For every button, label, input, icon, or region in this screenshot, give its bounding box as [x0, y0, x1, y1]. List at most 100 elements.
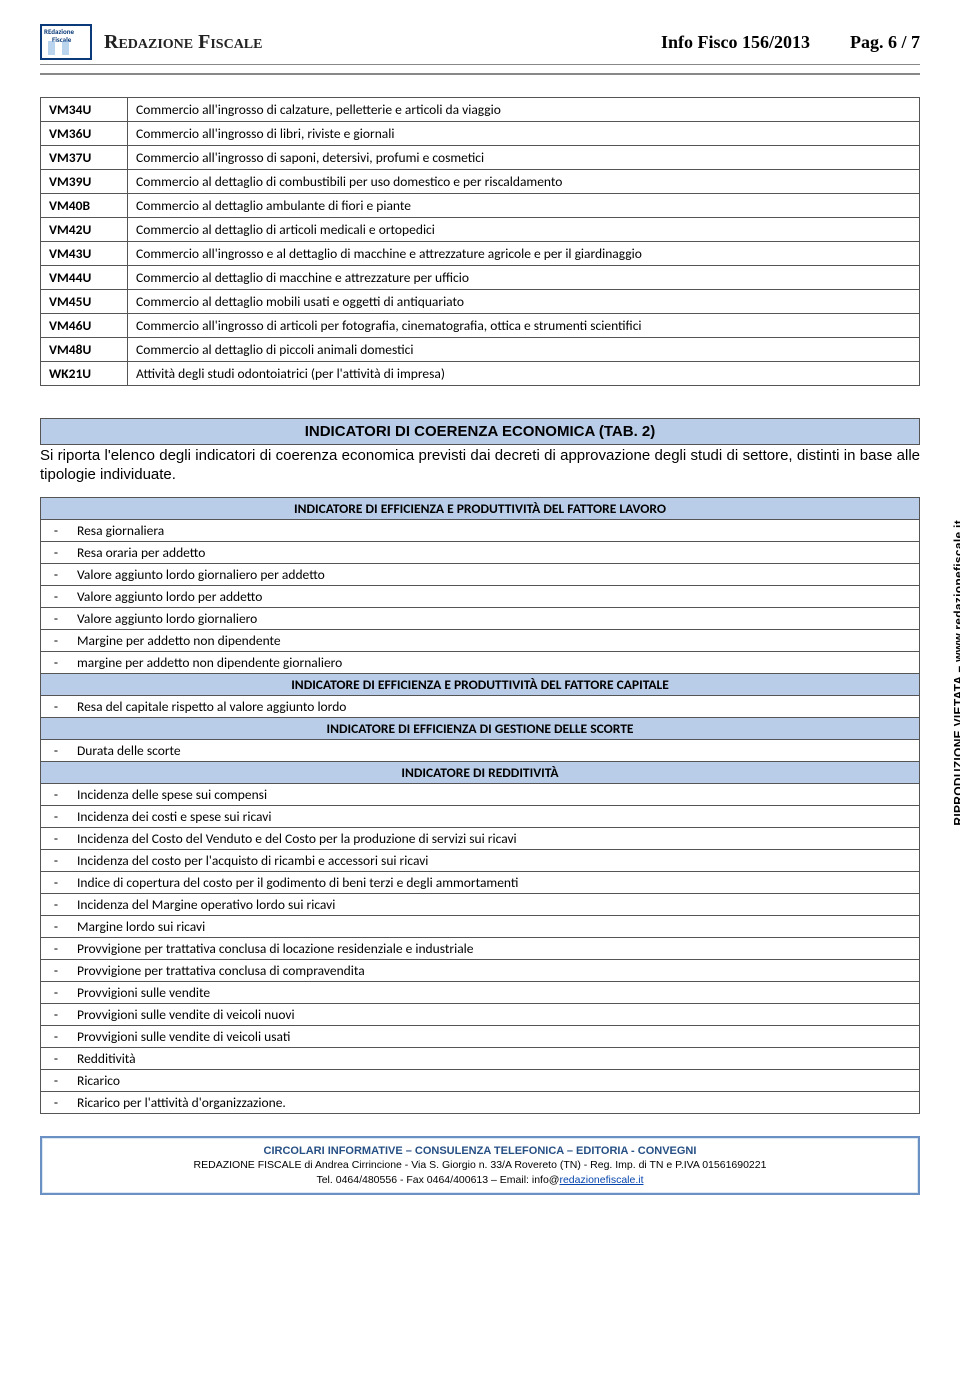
- list-item: -Incidenza del Costo del Venduto e del C…: [41, 827, 920, 849]
- desc-cell: Commercio al dettaglio di articoli medic…: [128, 218, 920, 242]
- desc-cell: Commercio all'ingrosso di calzature, pel…: [128, 98, 920, 122]
- list-item: -Resa del capitale rispetto al valore ag…: [41, 695, 920, 717]
- indicators-table: INDICATORE DI EFFICIENZA E PRODUTTIVITÀ …: [40, 497, 920, 1114]
- list-item: -Redditività: [41, 1047, 920, 1069]
- item-cell: margine per addetto non dipendente giorn…: [71, 651, 920, 673]
- item-cell: Indice di copertura del costo per il god…: [71, 871, 920, 893]
- list-item: -Provvigioni sulle vendite di veicoli nu…: [41, 1003, 920, 1025]
- item-cell: Margine per addetto non dipendente: [71, 629, 920, 651]
- dash-cell: -: [41, 1047, 72, 1069]
- table-row: VM45UCommercio al dettaglio mobili usati…: [41, 290, 920, 314]
- section-heading: INDICATORI DI COERENZA ECONOMICA (TAB. 2…: [40, 418, 920, 445]
- item-cell: Incidenza dei costi e spese sui ricavi: [71, 805, 920, 827]
- table-row: VM37UCommercio all'ingrosso di saponi, d…: [41, 146, 920, 170]
- desc-cell: Commercio al dettaglio ambulante di fior…: [128, 194, 920, 218]
- table-row: VM43UCommercio all'ingrosso e al dettagl…: [41, 242, 920, 266]
- dash-cell: -: [41, 783, 72, 805]
- desc-cell: Commercio al dettaglio di piccoli animal…: [128, 338, 920, 362]
- code-cell: VM46U: [41, 314, 128, 338]
- page-number: Pag. 6 / 7: [850, 32, 920, 53]
- dash-cell: -: [41, 563, 72, 585]
- dash-cell: -: [41, 607, 72, 629]
- dash-cell: -: [41, 1025, 72, 1047]
- table-row: VM42UCommercio al dettaglio di articoli …: [41, 218, 920, 242]
- dash-cell: -: [41, 629, 72, 651]
- item-cell: Incidenza del Costo del Venduto e del Co…: [71, 827, 920, 849]
- footer-line2: REDAZIONE FISCALE di Andrea Cirrincione …: [52, 1158, 908, 1172]
- issue-label: Info Fisco 156/2013: [661, 32, 810, 53]
- brand-title: Redazione Fiscale: [104, 31, 262, 54]
- item-cell: Provvigioni sulle vendite di veicoli usa…: [71, 1025, 920, 1047]
- code-cell: VM48U: [41, 338, 128, 362]
- item-cell: Provvigione per trattativa conclusa di l…: [71, 937, 920, 959]
- dash-cell: -: [41, 915, 72, 937]
- table-row: VM46UCommercio all'ingrosso di articoli …: [41, 314, 920, 338]
- header-divider: [40, 73, 920, 75]
- dash-cell: -: [41, 695, 72, 717]
- desc-cell: Commercio al dettaglio di macchine e att…: [128, 266, 920, 290]
- list-item: -Margine lordo sui ricavi: [41, 915, 920, 937]
- dash-cell: -: [41, 585, 72, 607]
- footer-line3: Tel. 0464/480556 - Fax 0464/400613 – Ema…: [52, 1173, 908, 1187]
- list-item: -Incidenza del Margine operativo lordo s…: [41, 893, 920, 915]
- page-header: REdazione Fiscale Redazione Fiscale Info…: [40, 24, 920, 65]
- list-item: -Durata delle scorte: [41, 739, 920, 761]
- code-cell: VM42U: [41, 218, 128, 242]
- section-intro: Si riporta l'elenco degli indicatori di …: [40, 447, 920, 485]
- list-item: -Valore aggiunto lordo giornaliero per a…: [41, 563, 920, 585]
- table-row: WK21UAttività degli studi odontoiatrici …: [41, 362, 920, 386]
- list-item: -Ricarico: [41, 1069, 920, 1091]
- dash-cell: -: [41, 959, 72, 981]
- dash-cell: -: [41, 893, 72, 915]
- list-item: -Resa oraria per addetto: [41, 541, 920, 563]
- code-cell: VM39U: [41, 170, 128, 194]
- dash-cell: -: [41, 541, 72, 563]
- item-cell: Resa del capitale rispetto al valore agg…: [71, 695, 920, 717]
- list-item: -Provvigioni sulle vendite: [41, 981, 920, 1003]
- item-cell: Resa giornaliera: [71, 519, 920, 541]
- list-item: -Ricarico per l'attività d'organizzazion…: [41, 1091, 920, 1113]
- list-item: -Valore aggiunto lordo giornaliero: [41, 607, 920, 629]
- dash-cell: -: [41, 1091, 72, 1113]
- table-row: VM36UCommercio all'ingrosso di libri, ri…: [41, 122, 920, 146]
- code-cell: VM43U: [41, 242, 128, 266]
- footer-email-link[interactable]: redazionefiscale.it: [559, 1174, 643, 1186]
- list-item: -Provvigione per trattativa conclusa di …: [41, 937, 920, 959]
- code-cell: VM37U: [41, 146, 128, 170]
- dash-cell: -: [41, 827, 72, 849]
- dash-cell: -: [41, 805, 72, 827]
- item-cell: Incidenza del costo per l'acquisto di ri…: [71, 849, 920, 871]
- item-cell: Ricarico per l'attività d'organizzazione…: [71, 1091, 920, 1113]
- code-cell: WK21U: [41, 362, 128, 386]
- dash-cell: -: [41, 849, 72, 871]
- list-item: -Provvigioni sulle vendite di veicoli us…: [41, 1025, 920, 1047]
- item-cell: Valore aggiunto lordo giornaliero per ad…: [71, 563, 920, 585]
- table-row: VM48UCommercio al dettaglio di piccoli a…: [41, 338, 920, 362]
- indicator-group-header: INDICATORE DI EFFICIENZA DI GESTIONE DEL…: [41, 717, 920, 739]
- item-cell: Valore aggiunto lordo giornaliero: [71, 607, 920, 629]
- list-item: -Margine per addetto non dipendente: [41, 629, 920, 651]
- item-cell: Valore aggiunto lordo per addetto: [71, 585, 920, 607]
- indicator-group-header: INDICATORE DI EFFICIENZA E PRODUTTIVITÀ …: [41, 497, 920, 519]
- item-cell: Incidenza delle spese sui compensi: [71, 783, 920, 805]
- codes-table: VM34UCommercio all'ingrosso di calzature…: [40, 97, 920, 386]
- table-row: VM39UCommercio al dettaglio di combustib…: [41, 170, 920, 194]
- side-copyright: RIPRODUZIONE VIETATA – www.redazionefisc…: [952, 520, 960, 826]
- dash-cell: -: [41, 937, 72, 959]
- brand-logo: REdazione Fiscale: [40, 24, 92, 60]
- item-cell: Durata delle scorte: [71, 739, 920, 761]
- desc-cell: Attività degli studi odontoiatrici (per …: [128, 362, 920, 386]
- dash-cell: -: [41, 871, 72, 893]
- item-cell: Provvigioni sulle vendite: [71, 981, 920, 1003]
- list-item: -Incidenza dei costi e spese sui ricavi: [41, 805, 920, 827]
- desc-cell: Commercio al dettaglio mobili usati e og…: [128, 290, 920, 314]
- list-item: -Incidenza delle spese sui compensi: [41, 783, 920, 805]
- list-item: -Resa giornaliera: [41, 519, 920, 541]
- code-cell: VM40B: [41, 194, 128, 218]
- code-cell: VM36U: [41, 122, 128, 146]
- page-footer: CIRCOLARI INFORMATIVE – CONSULENZA TELEF…: [40, 1136, 920, 1195]
- item-cell: Resa oraria per addetto: [71, 541, 920, 563]
- item-cell: Incidenza del Margine operativo lordo su…: [71, 893, 920, 915]
- indicator-group-header: INDICATORE DI EFFICIENZA E PRODUTTIVITÀ …: [41, 673, 920, 695]
- desc-cell: Commercio all'ingrosso e al dettaglio di…: [128, 242, 920, 266]
